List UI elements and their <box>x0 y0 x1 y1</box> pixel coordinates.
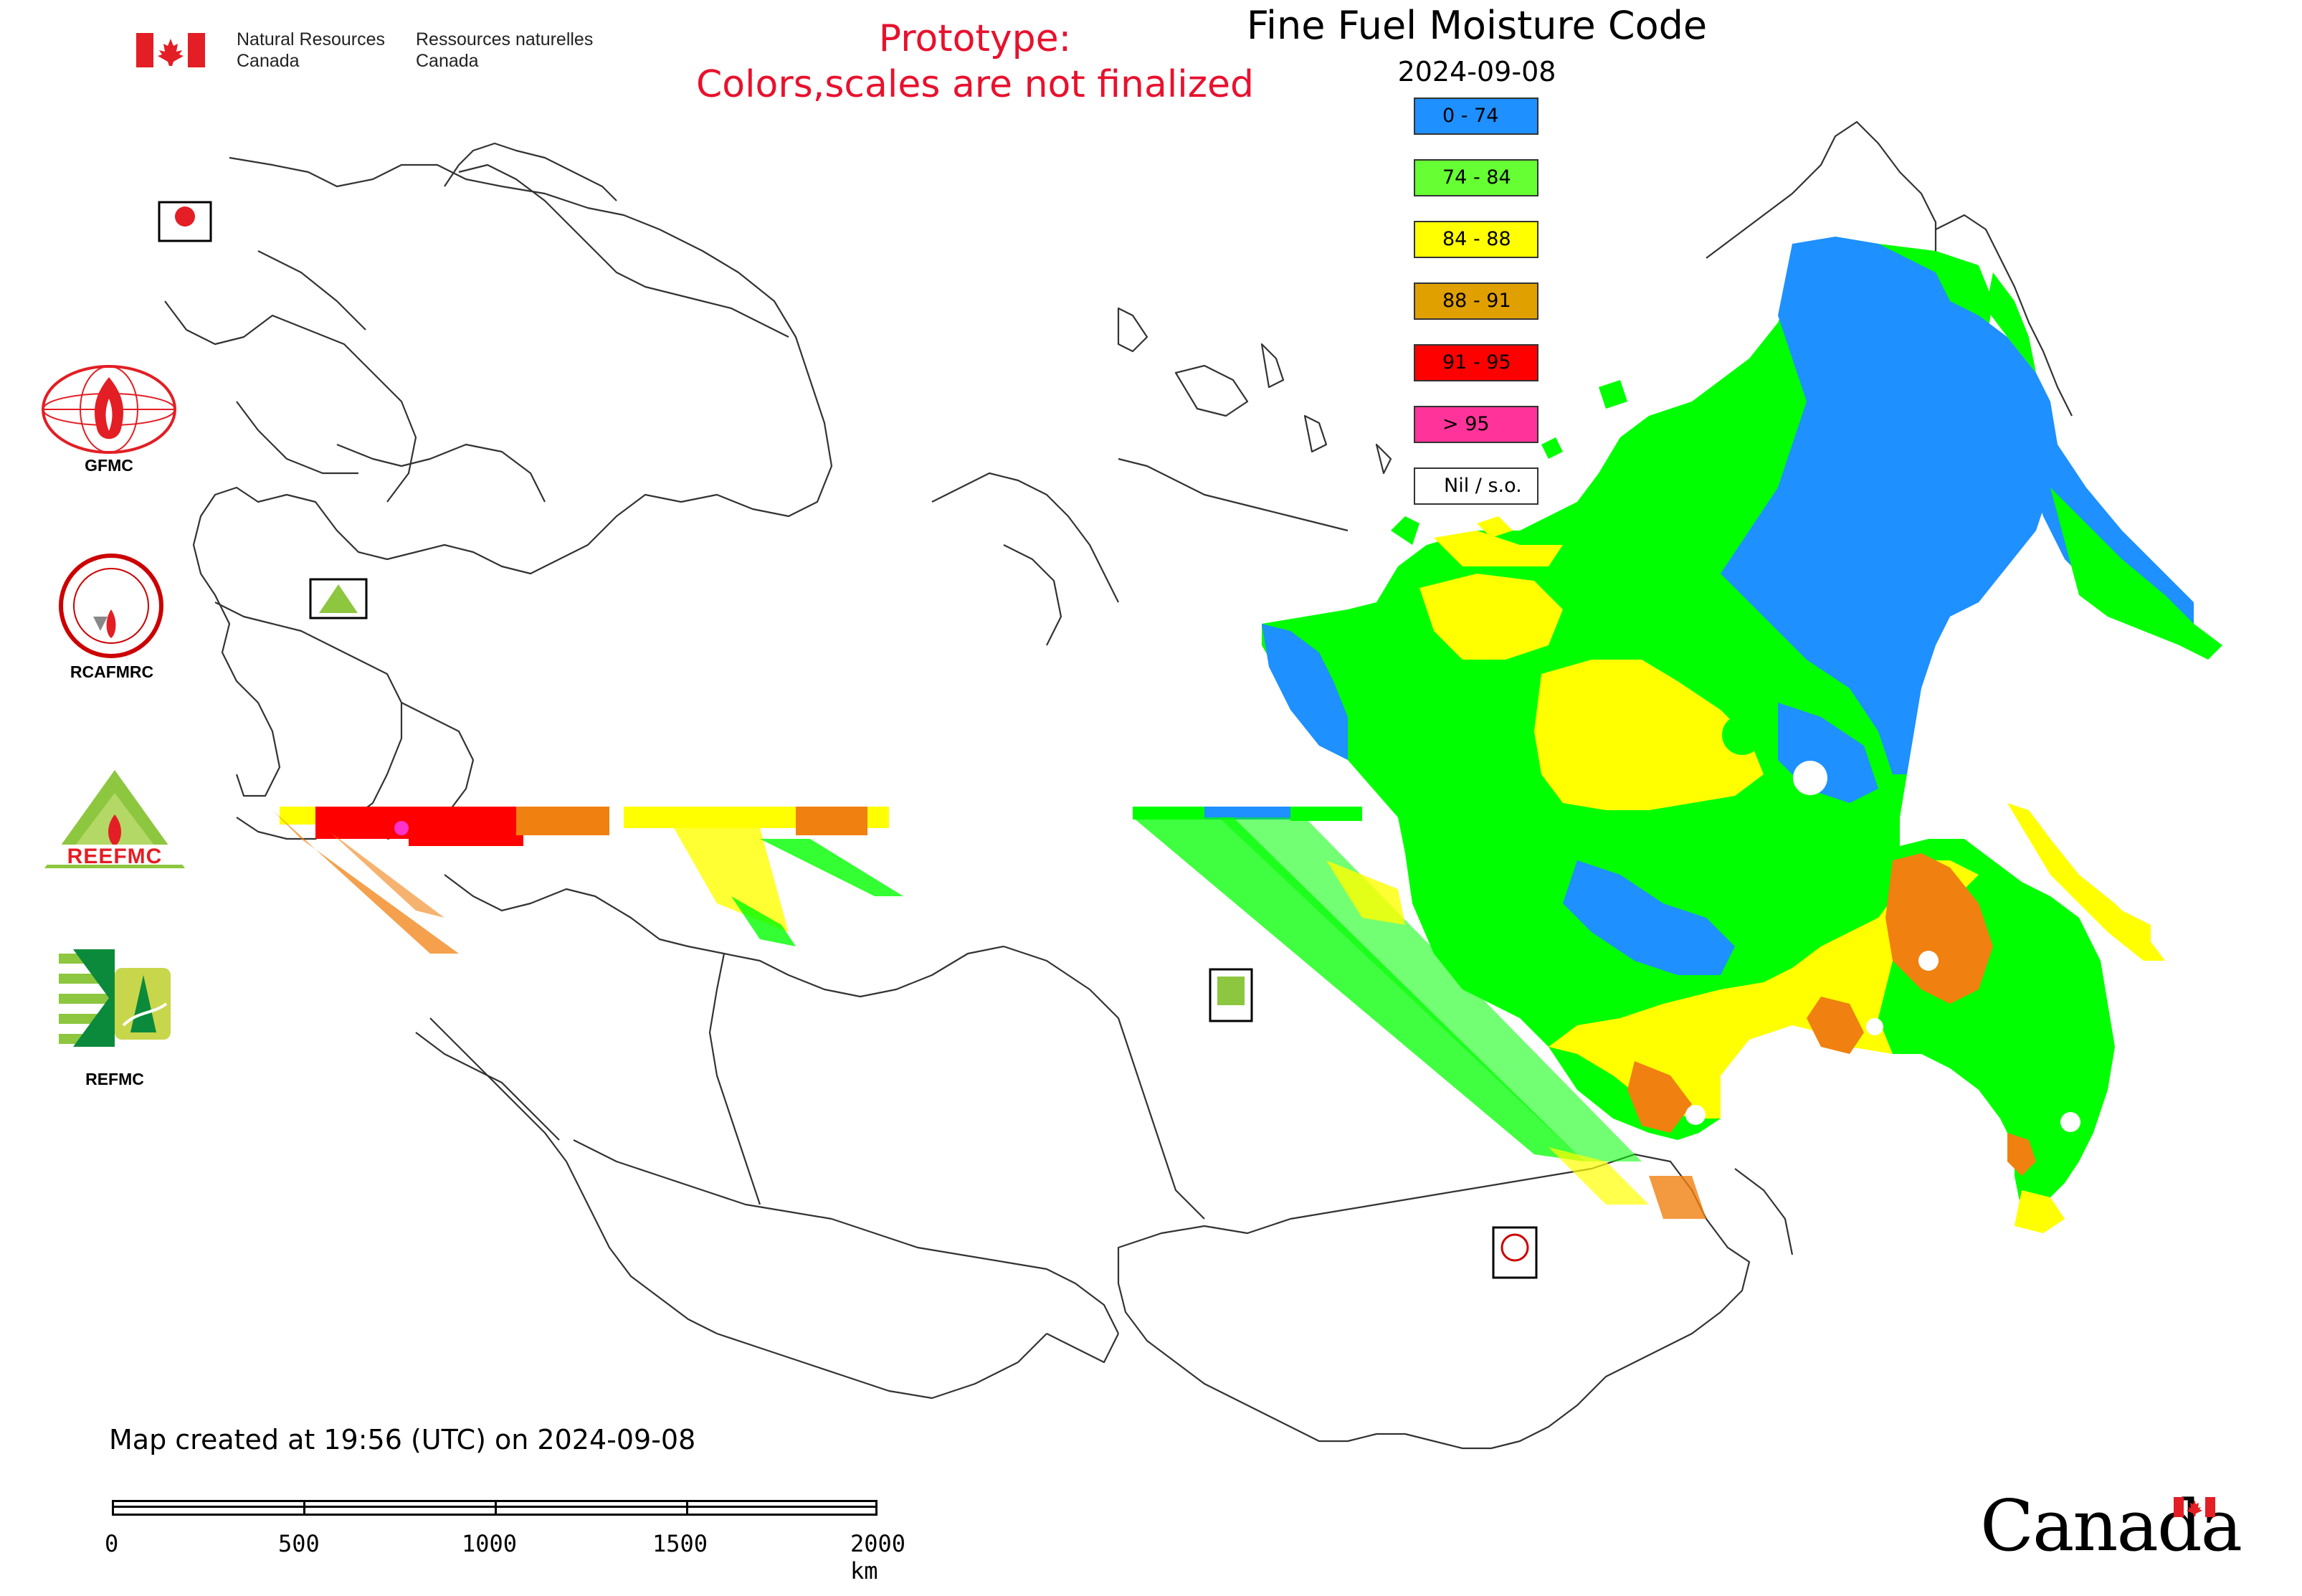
wordmark-flag-icon <box>2174 1497 2215 1517</box>
rcafmrc-logo-icon <box>59 554 163 658</box>
scale-label-0: 0 <box>105 1530 119 1557</box>
rcafmrc-label: RCAFMRC <box>70 662 154 681</box>
reefmc-wordmark: REEFMC <box>67 845 163 868</box>
refmc-logo-icon <box>59 946 171 1050</box>
fuel-moisture-overlay <box>272 237 2222 1233</box>
legend-item: Nil / s.o. <box>1414 467 1538 505</box>
canada-wordmark: Canada <box>1980 1486 2242 1567</box>
scale-label-1000: 1000 <box>462 1530 518 1557</box>
legend-item: 84 - 88 <box>1414 221 1538 258</box>
rcafmrc-marker-icon <box>1492 1226 1538 1279</box>
legend-item: 0 - 74 <box>1414 98 1538 135</box>
legend-item: 91 - 95 <box>1414 344 1538 381</box>
scale-label-1500: 1500 <box>652 1530 708 1557</box>
canada-flag-icon <box>136 33 205 67</box>
legend-item: > 95 <box>1414 406 1538 443</box>
refmc-label: REFMC <box>85 1070 144 1088</box>
scale-bar: 0 500 1000 1500 2000 km <box>105 1500 905 1585</box>
reefmc-logo-icon <box>37 770 192 868</box>
legend-item: 88 - 91 <box>1414 282 1538 320</box>
prototype-notice: Prototype: Colors,scales are not finaliz… <box>695 17 1255 106</box>
scale-label-2000: 2000 km <box>850 1530 906 1585</box>
government-signature: Natural Resources Canada Ressources natu… <box>136 29 638 79</box>
scale-label-500: 500 <box>278 1530 320 1557</box>
department-name-english: Natural Resources Canada <box>237 29 386 71</box>
gfmc-logo-icon <box>42 365 176 454</box>
department-name-french: Ressources naturelles Canada <box>416 29 594 71</box>
map-title: Fine Fuel Moisture Code <box>1246 3 1708 48</box>
boundary-lines <box>164 120 2073 1450</box>
map-date: 2024-09-08 <box>1397 56 1556 87</box>
map-creation-timestamp: Map created at 19:56 (UTC) on 2024-09-08 <box>109 1424 696 1455</box>
gfmc-label: GFMC <box>85 456 133 475</box>
legend-item: 74 - 84 <box>1414 159 1538 196</box>
map-logo-markers <box>158 201 1538 1279</box>
